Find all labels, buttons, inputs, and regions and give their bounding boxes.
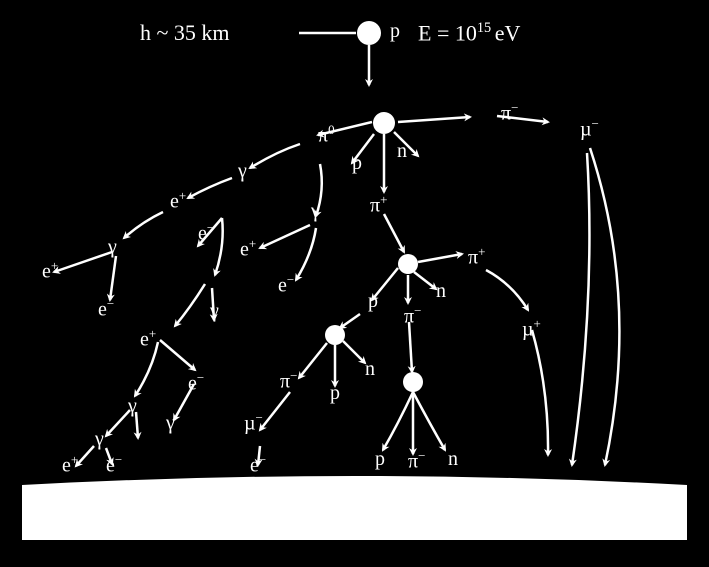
label-37: π− [408,448,425,474]
node-n2 [398,254,418,274]
label-24: e− [106,452,122,478]
cosmic-ray-shower-diagram: h ~ 35 kmE = 1015 eVpπ0pnπ−µ−γe+γe+e−e−γ… [0,0,709,567]
label-15: e+ [240,236,256,262]
edge-5 [398,117,470,122]
label-16: e− [278,272,294,298]
edge-42 [106,410,130,436]
edge-14 [418,254,462,262]
label-8: γ [238,160,247,183]
label-23: e+ [62,452,78,478]
edge-17 [340,314,360,328]
label-29: π+ [468,244,485,270]
label-34: µ− [244,410,263,436]
label-20: γ [166,412,175,435]
label-0: h ~ 35 km [140,20,230,46]
edge-9 [572,153,589,465]
label-17: γ [210,300,219,323]
label-3: π0 [318,122,335,148]
label-1: E = 1015 eV [418,20,520,46]
label-38: n [448,448,458,471]
edge-15 [486,270,528,310]
edge-24 [383,392,413,450]
edge-35 [260,225,310,248]
node-n3 [325,325,345,345]
label-26: p [368,290,378,313]
label-18: e+ [140,326,156,352]
label-7: µ− [580,116,599,142]
edge-27 [250,144,300,168]
label-10: γ [108,236,117,259]
edge-22 [260,392,290,430]
label-14: γ [311,200,320,223]
label-5: n [397,140,407,163]
label-13: e− [198,220,214,246]
label-9: e+ [170,188,186,214]
label-31: π− [280,368,297,394]
edge-29 [124,212,163,238]
label-32: p [330,382,340,405]
node-n4 [403,372,423,392]
label-30: µ+ [522,316,541,342]
label-2: p [390,20,400,43]
label-28: π− [404,303,421,329]
edge-37 [175,284,205,326]
diagram-svg [0,0,709,567]
edge-26 [413,392,445,450]
edge-13 [414,272,436,289]
label-11: e+ [42,258,58,284]
edge-8 [590,148,619,465]
edge-18 [409,322,412,372]
edge-28 [188,178,232,198]
label-22: γ [95,428,104,451]
edge-16 [532,330,548,455]
edge-21 [343,341,365,363]
node-n1 [373,112,395,134]
edge-44 [76,446,94,466]
edge-36 [296,228,316,280]
edge-31 [110,256,116,300]
label-27: n [436,280,446,303]
label-6: π− [501,100,518,126]
edge-39 [160,340,195,370]
edge-19 [299,343,327,378]
label-35: e− [250,452,266,478]
label-12: e− [98,296,114,322]
edge-10 [384,214,404,252]
label-25: π+ [370,192,387,218]
edge-30 [54,252,112,272]
ground-surface [22,476,687,540]
label-33: n [365,358,375,381]
label-19: e− [188,370,204,396]
label-21: γ [128,395,137,418]
label-36: p [375,448,385,471]
label-4: p [352,152,362,175]
node-p0 [357,21,381,45]
